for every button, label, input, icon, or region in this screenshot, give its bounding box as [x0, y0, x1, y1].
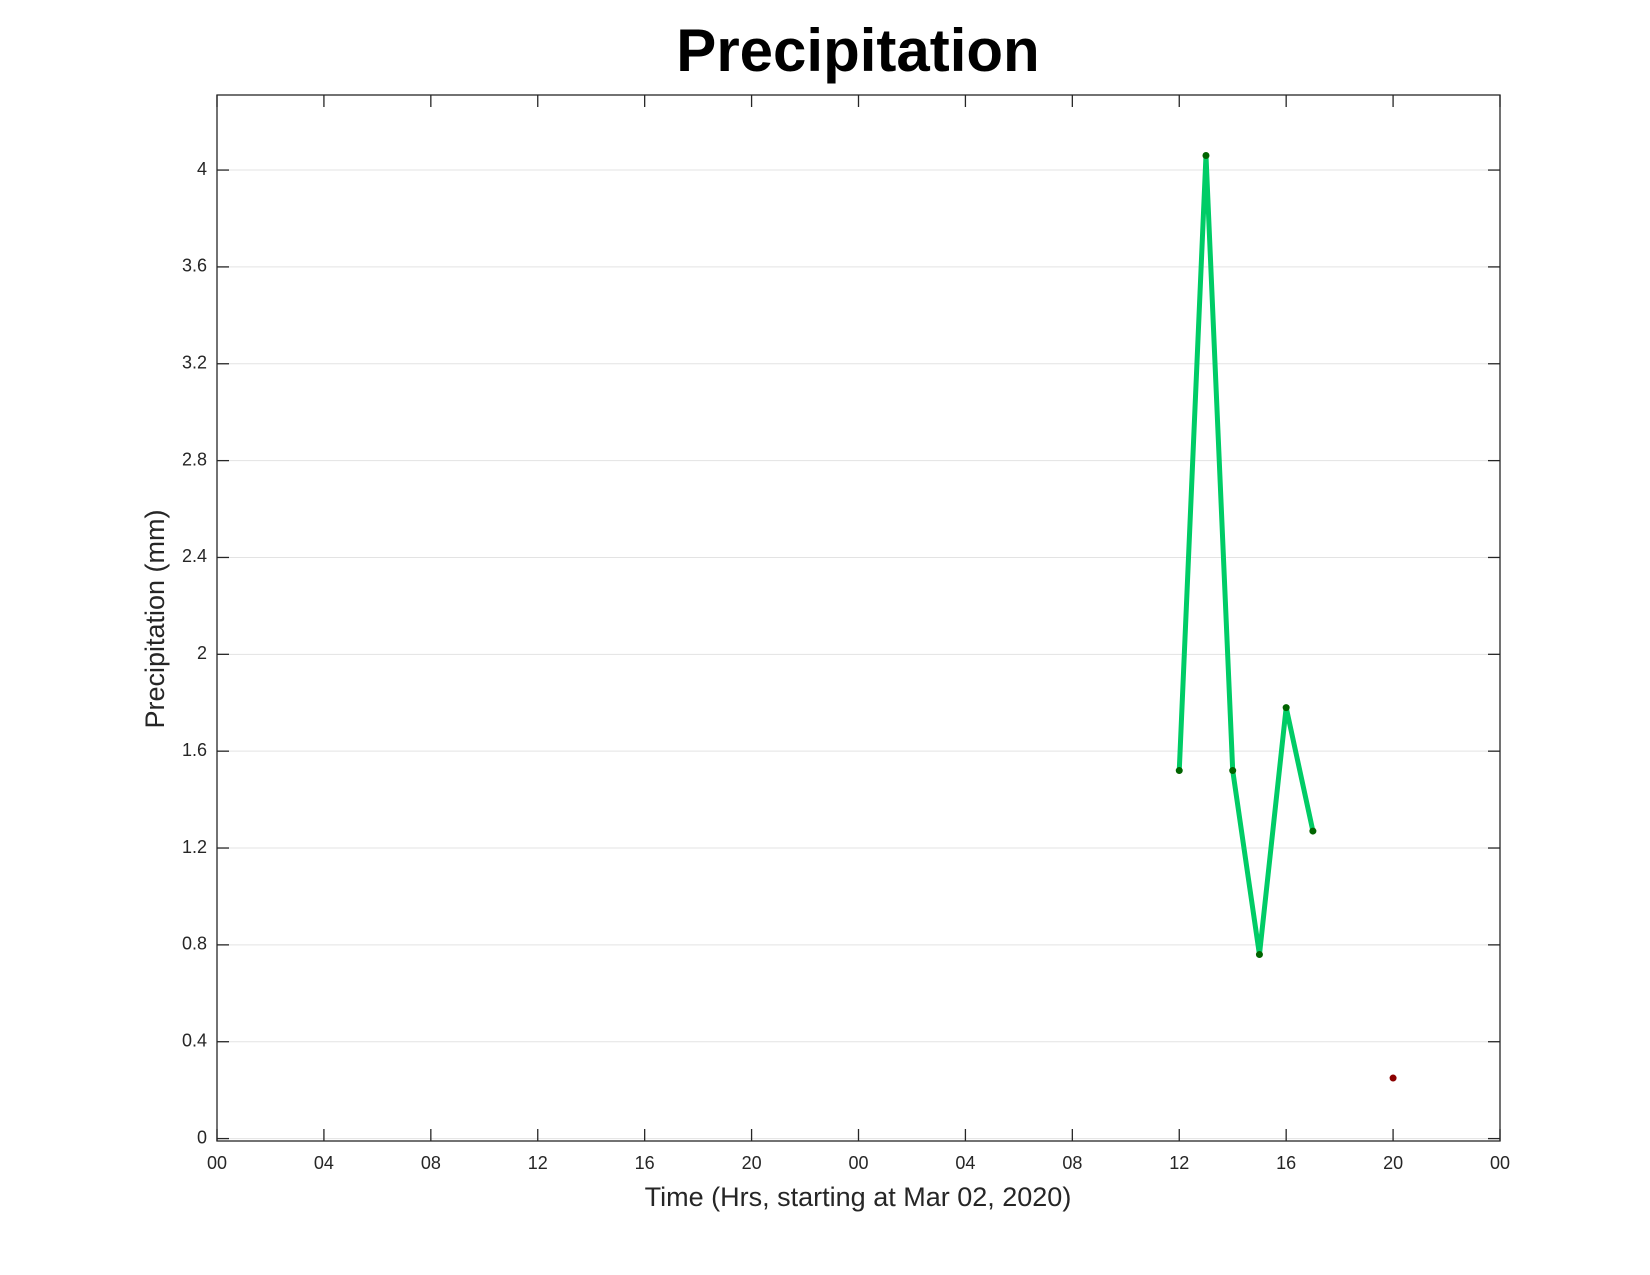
x-tick-label: 20 [1383, 1153, 1403, 1173]
y-tick-label: 3.6 [182, 256, 207, 276]
y-tick-label: 2.4 [182, 546, 207, 566]
data-point [1175, 767, 1183, 775]
x-tick-label: 08 [1062, 1153, 1082, 1173]
data-point [1309, 827, 1317, 835]
x-axis-label: Time (Hrs, starting at Mar 02, 2020) [645, 1182, 1072, 1212]
y-tick-label: 0 [197, 1127, 207, 1147]
x-tick-label: 16 [635, 1153, 655, 1173]
x-tick-label: 16 [1276, 1153, 1296, 1173]
x-tick-label: 00 [207, 1153, 227, 1173]
x-tick-label: 04 [955, 1153, 975, 1173]
y-tick-label: 3.2 [182, 353, 207, 373]
y-tick-label: 1.2 [182, 837, 207, 857]
plot-frame [216, 94, 1501, 1142]
y-tick-label: 4 [197, 159, 207, 179]
y-axis-label: Precipitation (mm) [140, 509, 170, 728]
data-point [1202, 152, 1210, 160]
chart-title: Precipitation [676, 17, 1039, 84]
data-point [1255, 951, 1263, 959]
y-tick-label: 1.6 [182, 740, 207, 760]
data-line [1176, 153, 1316, 958]
y-tick-label: 0.4 [182, 1030, 207, 1050]
y-tick-label: 0.8 [182, 934, 207, 954]
x-tick-label: 12 [528, 1153, 548, 1173]
x-tick-label: 00 [1490, 1153, 1510, 1173]
x-tick-label: 08 [421, 1153, 441, 1173]
data-point [1282, 704, 1290, 712]
y-tick-label: 2.8 [182, 449, 207, 469]
x-tick-label: 12 [1169, 1153, 1189, 1173]
data-point [1389, 1074, 1397, 1082]
x-tick-label: 20 [742, 1153, 762, 1173]
x-tick-label: 00 [848, 1153, 868, 1173]
x-tick-label: 04 [314, 1153, 334, 1173]
data-point [1229, 767, 1237, 775]
y-tick-label: 2 [197, 643, 207, 663]
